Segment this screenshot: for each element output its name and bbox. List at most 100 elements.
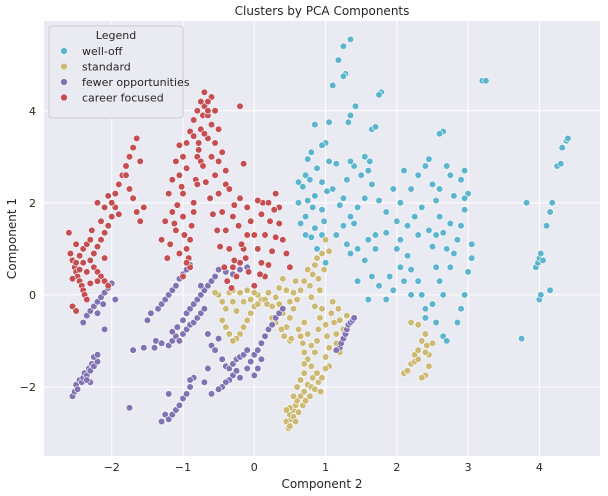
data-point — [225, 245, 233, 253]
data-point — [163, 254, 171, 262]
data-point — [243, 231, 251, 239]
data-point — [389, 286, 397, 294]
x-tick-label: 4 — [536, 461, 543, 474]
data-point — [183, 245, 191, 253]
data-point — [190, 199, 198, 207]
data-point — [179, 272, 187, 281]
data-point — [115, 210, 123, 218]
x-tick-label: 3 — [465, 461, 472, 474]
data-point — [542, 222, 551, 230]
data-point — [86, 236, 94, 244]
data-point — [175, 141, 183, 149]
data-point — [211, 139, 219, 147]
data-point — [268, 302, 276, 311]
data-point — [257, 339, 266, 347]
data-point — [309, 374, 317, 382]
x-tick-label: 0 — [251, 461, 258, 474]
data-point — [300, 369, 308, 377]
data-point — [461, 194, 469, 202]
data-point — [339, 222, 348, 230]
data-point — [457, 222, 465, 230]
data-point — [346, 213, 355, 221]
data-point — [158, 339, 166, 347]
data-point — [346, 111, 355, 119]
data-point — [300, 318, 308, 327]
data-point — [334, 56, 343, 64]
data-point — [461, 167, 469, 175]
data-point — [133, 208, 141, 216]
data-point — [302, 397, 310, 405]
data-point — [457, 305, 465, 313]
data-point — [382, 229, 390, 237]
data-point — [546, 208, 554, 216]
data-point — [282, 286, 291, 294]
data-point — [304, 155, 312, 163]
data-point — [306, 392, 314, 400]
data-point — [325, 118, 333, 126]
data-point — [129, 194, 137, 202]
y-tick-label: 4 — [29, 105, 36, 118]
data-point — [300, 277, 308, 285]
x-tick-label: 2 — [393, 461, 400, 474]
data-point — [202, 178, 210, 186]
data-point — [207, 390, 216, 398]
data-point — [364, 236, 372, 244]
data-point — [115, 180, 123, 188]
data-point — [282, 406, 291, 414]
data-point — [332, 346, 340, 354]
data-point — [396, 263, 405, 271]
data-point — [243, 316, 251, 324]
data-point — [407, 318, 415, 327]
data-point — [172, 226, 180, 234]
data-point — [257, 355, 266, 363]
data-point — [257, 259, 266, 267]
data-point — [400, 167, 408, 175]
data-point — [468, 240, 476, 248]
data-point — [304, 266, 312, 274]
data-point — [307, 293, 315, 301]
data-point — [294, 199, 303, 207]
data-point — [318, 206, 326, 214]
data-point — [268, 321, 276, 329]
data-point — [318, 141, 326, 149]
data-point — [211, 289, 219, 297]
data-point — [211, 171, 219, 179]
data-point — [400, 277, 408, 285]
data-point — [432, 231, 440, 239]
data-point — [354, 277, 362, 285]
data-point — [254, 346, 262, 354]
data-point — [207, 120, 216, 129]
legend-marker — [60, 62, 68, 71]
data-point — [443, 162, 451, 170]
data-point — [313, 337, 321, 345]
data-point — [293, 295, 301, 304]
data-point — [200, 88, 208, 96]
data-point — [204, 97, 212, 106]
data-point — [165, 390, 173, 398]
data-point — [264, 199, 273, 207]
data-point — [343, 312, 351, 320]
data-point — [93, 277, 102, 285]
data-point — [242, 254, 250, 262]
data-point — [297, 219, 305, 228]
data-point — [421, 314, 430, 322]
data-point — [229, 298, 237, 306]
data-point — [318, 249, 326, 258]
data-point — [325, 157, 333, 165]
data-point — [436, 130, 444, 138]
data-point — [366, 157, 374, 165]
data-point — [354, 245, 362, 253]
data-point — [225, 185, 233, 193]
data-point — [407, 266, 415, 274]
data-point — [314, 325, 323, 334]
data-point — [299, 339, 307, 347]
data-point — [93, 243, 102, 251]
data-point — [313, 245, 321, 253]
data-point — [286, 298, 294, 306]
data-point — [361, 194, 369, 202]
data-point — [240, 160, 248, 168]
data-point — [407, 185, 415, 193]
data-point — [204, 107, 212, 115]
data-point — [73, 385, 82, 393]
data-point — [243, 286, 251, 294]
